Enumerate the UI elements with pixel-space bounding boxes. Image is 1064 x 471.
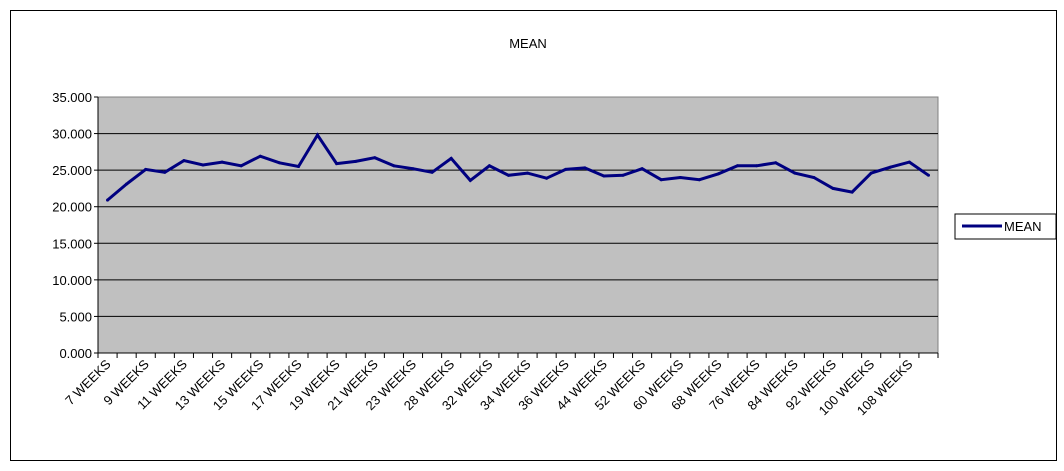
series-line-mean (106, 132, 930, 202)
data-point (812, 176, 816, 179)
data-point (220, 160, 224, 164)
data-point (507, 173, 510, 177)
data-point (411, 167, 415, 171)
data-point (201, 163, 205, 167)
data-point (831, 186, 835, 190)
data-point (392, 164, 396, 168)
data-point (258, 154, 262, 158)
data-point (793, 171, 797, 175)
data-point (640, 167, 644, 171)
data-point (277, 161, 281, 165)
data-point (239, 164, 243, 168)
data-point (449, 156, 453, 160)
y-tick-label: 5.000 (59, 309, 92, 324)
y-tick-label: 25.000 (52, 163, 92, 178)
data-point (430, 170, 434, 174)
data-point (545, 176, 549, 180)
data-point (697, 178, 701, 182)
data-point (717, 172, 720, 176)
data-point (487, 164, 491, 168)
y-tick-label: 20.000 (52, 200, 92, 215)
data-point (927, 173, 930, 177)
data-point (659, 178, 663, 182)
data-point (755, 164, 759, 168)
data-point (869, 171, 873, 175)
plot-area (97, 96, 939, 354)
data-point (125, 182, 129, 186)
legend-label-mean: MEAN (1004, 219, 1042, 234)
chart-title: MEAN (509, 36, 547, 51)
data-point (354, 159, 358, 163)
data-point (564, 167, 568, 171)
data-point (144, 167, 148, 171)
data-point (373, 156, 377, 160)
data-point (678, 176, 682, 179)
data-point (316, 133, 319, 137)
data-point (888, 165, 892, 169)
data-point (335, 162, 339, 166)
data-point (621, 173, 625, 177)
data-point (526, 171, 529, 175)
y-axis: 0.000 5.000 10.000 15.000 20.000 25.000 30.000… (52, 90, 99, 361)
data-point (106, 198, 109, 202)
data-point (774, 161, 778, 165)
data-point (297, 165, 300, 168)
y-tick-label: 30.000 (52, 127, 92, 142)
data-point (468, 178, 472, 182)
data-point (163, 170, 167, 174)
y-tick-label: 35.000 (52, 90, 92, 105)
data-point (182, 159, 186, 163)
data-point (602, 174, 606, 178)
data-point (583, 166, 587, 170)
y-tick-label: 15.000 (52, 236, 92, 251)
series-layer (106, 132, 930, 202)
gridlines (98, 133, 938, 317)
data-point (736, 164, 739, 168)
data-point (850, 190, 854, 194)
y-tick-label: 10.000 (52, 273, 92, 288)
legend: MEAN (954, 213, 1057, 240)
data-point (907, 160, 911, 164)
y-tick-label: 0.000 (59, 346, 92, 361)
